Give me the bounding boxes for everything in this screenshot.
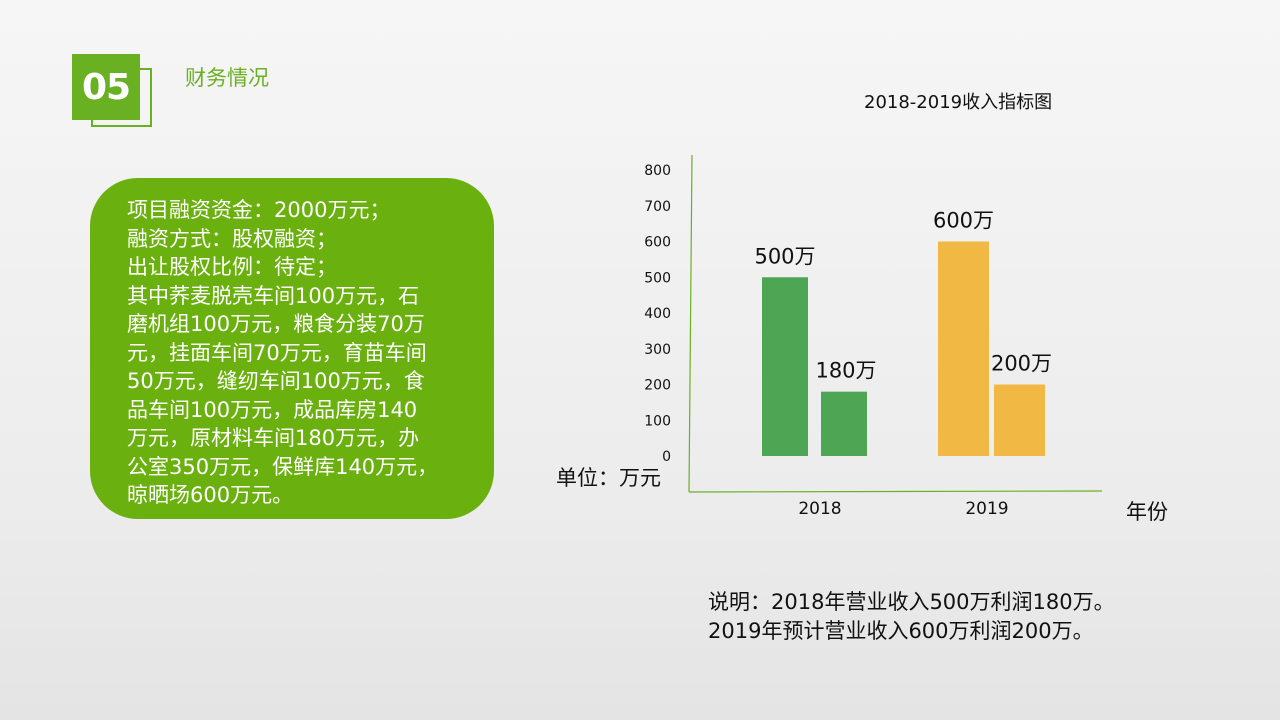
y-tick-label: 0	[662, 449, 671, 465]
y-tick-label: 300	[644, 342, 671, 358]
bar-data-label: 600万	[933, 209, 994, 233]
chart-axes	[688, 154, 1103, 493]
bar-data-labels: 500万 180万 600万 200万	[754, 209, 1052, 383]
y-tick-label: 800	[644, 163, 671, 179]
y-axis-unit-label: 单位：万元	[556, 466, 661, 490]
chart-bars	[762, 241, 1045, 456]
x-tick-labels: 2018 2019	[798, 499, 1008, 519]
y-tick-labels: 0 100 200 300 400 500 600 700 800	[644, 163, 671, 465]
chart-note: 说明：2018年营业收入500万利润180万。 2019年预计营业收入600万利润…	[708, 588, 1115, 646]
info-line: 万元，原材料车间180万元，办	[127, 426, 420, 450]
note-line: 说明：2018年营业收入500万利润180万。	[708, 590, 1115, 614]
note-line: 2019年预计营业收入600万利润200万。	[708, 619, 1094, 643]
y-tick-label: 500	[644, 270, 671, 286]
section-number-badge: 05	[72, 54, 140, 120]
section-title: 财务情况	[185, 66, 269, 90]
bar-2019-0	[938, 241, 989, 456]
bar-2019-1	[994, 384, 1045, 456]
financing-info-box: 项目融资资金：2000万元； 融资方式：股权融资； 出让股权比例：待定； 其中荞麦脱壳…	[90, 178, 494, 519]
bar-data-label: 200万	[991, 352, 1052, 376]
info-line: 其中荞麦脱壳车间100万元，石	[127, 283, 420, 308]
info-line: 元，挂面车间70万元，育苗车间	[127, 340, 427, 365]
x-axis-label: 年份	[1126, 500, 1168, 524]
info-line: 50万元，缝纫车间100万元，食	[127, 369, 425, 393]
info-line: 项目融资资金：2000万元；	[127, 198, 391, 222]
info-line: 公室350万元，保鲜库140万元，	[127, 454, 439, 479]
chart-title: 2018-2019收入指标图	[864, 92, 1053, 113]
info-line: 品车间100万元，成品库房140	[127, 397, 418, 422]
info-line: 融资方式：股权融资；	[127, 226, 337, 251]
y-tick-label: 600	[644, 235, 671, 251]
bar-data-label: 180万	[815, 359, 876, 383]
y-tick-label: 400	[644, 306, 671, 322]
bar-data-label: 500万	[754, 244, 815, 268]
x-axis-line	[688, 490, 1103, 493]
x-tick-label: 2019	[965, 499, 1008, 519]
bar-2018-0	[762, 277, 808, 456]
y-tick-label: 700	[644, 199, 671, 215]
bar-2018-1	[821, 391, 867, 456]
info-line: 晾晒场600万元。	[127, 483, 294, 507]
y-tick-label: 200	[644, 378, 671, 394]
info-line: 出让股权比例：待定；	[127, 255, 337, 279]
x-tick-label: 2018	[798, 499, 841, 519]
y-tick-label: 100	[644, 413, 671, 429]
info-line: 磨机组100万元，粮食分装70万	[127, 312, 425, 336]
y-axis-line	[688, 154, 693, 493]
